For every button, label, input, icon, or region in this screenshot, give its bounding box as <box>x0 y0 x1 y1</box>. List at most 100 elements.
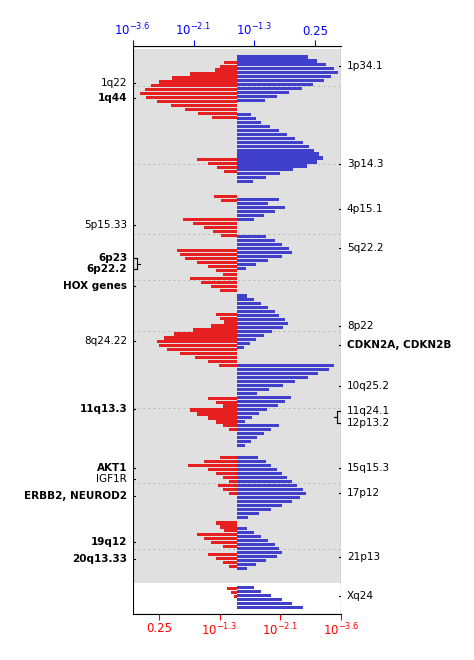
Bar <box>237 148 314 152</box>
Bar <box>183 218 237 222</box>
Bar <box>193 222 237 226</box>
Bar <box>237 496 300 499</box>
Bar <box>216 401 237 404</box>
Bar <box>237 468 277 471</box>
Bar <box>237 472 282 475</box>
Bar <box>219 364 237 368</box>
Bar <box>237 255 282 258</box>
Bar <box>190 73 237 76</box>
Text: 12p13.2: 12p13.2 <box>347 418 390 428</box>
Bar <box>231 591 237 595</box>
Bar <box>237 456 258 459</box>
Bar <box>237 388 269 391</box>
Bar <box>223 424 237 428</box>
Bar <box>237 180 253 183</box>
Bar <box>193 329 237 331</box>
Bar <box>237 464 272 467</box>
Bar <box>237 535 261 538</box>
Bar <box>152 84 237 88</box>
Bar <box>237 133 287 136</box>
Bar <box>237 298 254 302</box>
Text: 19q12: 19q12 <box>91 537 127 546</box>
Bar <box>217 166 237 169</box>
Bar <box>237 436 257 439</box>
Bar <box>237 594 272 597</box>
Text: ERBB2, NEUROD2: ERBB2, NEUROD2 <box>24 491 127 502</box>
Bar <box>173 77 237 80</box>
Bar <box>197 533 237 537</box>
Bar <box>237 67 334 71</box>
Bar <box>225 529 237 533</box>
Bar <box>237 476 287 479</box>
Bar <box>220 288 237 292</box>
Bar <box>237 420 246 423</box>
Bar <box>237 555 277 558</box>
Bar <box>157 341 237 343</box>
Bar <box>208 360 237 364</box>
Bar <box>237 408 267 411</box>
Text: 1q44: 1q44 <box>98 94 127 104</box>
Bar <box>197 158 237 161</box>
Text: 21p13: 21p13 <box>347 552 380 562</box>
Text: Xq24: Xq24 <box>347 591 374 601</box>
Bar <box>237 338 256 341</box>
Bar <box>237 75 331 79</box>
Bar <box>197 261 237 264</box>
Bar <box>237 125 270 128</box>
Bar <box>216 472 237 475</box>
Text: 11q24.1: 11q24.1 <box>347 406 390 416</box>
Bar <box>220 456 237 459</box>
Bar <box>237 404 278 407</box>
Text: 6p22.2: 6p22.2 <box>87 264 127 275</box>
Bar <box>220 317 237 319</box>
Bar <box>201 280 237 284</box>
Bar <box>237 87 301 90</box>
Bar <box>237 117 256 120</box>
Bar <box>237 322 288 325</box>
Bar <box>234 595 237 599</box>
Bar <box>211 541 237 544</box>
Bar <box>133 299 341 364</box>
Bar <box>237 586 254 589</box>
Bar <box>197 412 237 416</box>
Bar <box>140 92 237 96</box>
Bar <box>218 484 237 487</box>
Bar <box>237 543 274 546</box>
Text: 17p12: 17p12 <box>347 488 380 498</box>
Text: CDKN2A, CDKN2B: CDKN2A, CDKN2B <box>347 340 451 350</box>
Bar <box>237 508 272 511</box>
Bar <box>237 95 277 98</box>
Bar <box>228 428 237 432</box>
Bar <box>237 346 244 349</box>
Bar <box>190 409 237 412</box>
Bar <box>216 521 237 525</box>
Bar <box>237 306 268 310</box>
Bar <box>237 294 247 298</box>
Bar <box>133 205 341 262</box>
Bar <box>237 376 308 380</box>
Bar <box>237 244 282 246</box>
Bar <box>190 277 237 280</box>
Bar <box>208 265 237 268</box>
Bar <box>237 214 264 217</box>
Bar <box>223 561 237 564</box>
Bar <box>159 345 237 347</box>
Bar <box>237 368 329 372</box>
Text: 10q25.2: 10q25.2 <box>347 381 390 391</box>
Text: 4p15.1: 4p15.1 <box>347 204 383 214</box>
Bar <box>237 392 257 395</box>
Bar <box>237 515 248 519</box>
Bar <box>237 137 295 140</box>
Bar <box>237 480 292 483</box>
Bar <box>185 257 237 260</box>
Bar <box>208 397 237 400</box>
Text: 1p34.1: 1p34.1 <box>347 61 383 71</box>
Bar <box>133 364 341 452</box>
Bar <box>225 61 237 63</box>
Bar <box>208 468 237 471</box>
Bar <box>237 559 266 562</box>
Bar <box>237 334 264 337</box>
Bar <box>225 321 237 323</box>
Text: 8p22: 8p22 <box>347 321 374 331</box>
Bar <box>237 342 249 345</box>
